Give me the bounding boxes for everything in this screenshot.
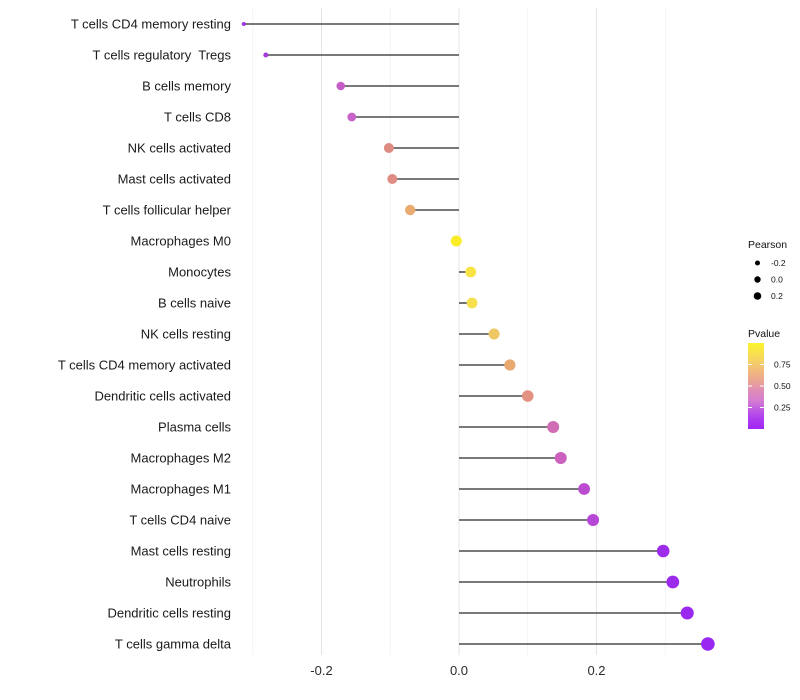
lollipop-point bbox=[336, 81, 346, 91]
y-axis-label: B cells naive bbox=[158, 296, 231, 311]
pearson-legend-dot bbox=[755, 260, 760, 266]
lollipop-point bbox=[521, 390, 534, 402]
pearson-legend-dot bbox=[754, 276, 761, 283]
pearson-legend-dot bbox=[753, 292, 762, 300]
lollipop-point bbox=[488, 328, 500, 340]
lollipop-point bbox=[547, 421, 560, 433]
pvalue-tick-label: 0.50 bbox=[774, 381, 791, 391]
lollipop-point bbox=[383, 143, 394, 153]
y-axis-label: T cells follicular helper bbox=[103, 203, 232, 218]
y-axis-label: NK cells activated bbox=[128, 141, 231, 156]
y-axis-label: T cells CD4 memory activated bbox=[58, 358, 231, 373]
x-axis-tick-label: -0.2 bbox=[310, 663, 332, 678]
lollipop-point bbox=[504, 359, 516, 371]
y-axis-label: T cells CD4 naive bbox=[129, 513, 231, 528]
y-axis-label: T cells gamma delta bbox=[115, 637, 232, 652]
lollipop-point bbox=[387, 174, 398, 184]
y-axis-label: T cells CD8 bbox=[164, 110, 231, 125]
pearson-legend-label: -0.2 bbox=[771, 258, 786, 268]
lollipop-point bbox=[404, 204, 416, 216]
y-axis-label: Mast cells activated bbox=[118, 172, 231, 187]
pvalue-tick-label: 0.75 bbox=[774, 360, 791, 370]
lollipop-point bbox=[465, 266, 477, 278]
lollipop-point bbox=[466, 297, 478, 309]
y-axis-label: T cells CD4 memory resting bbox=[71, 17, 231, 32]
lollipop-point bbox=[680, 606, 694, 620]
lollipop-point bbox=[666, 575, 680, 589]
lollipop-point bbox=[578, 483, 591, 495]
y-axis-label: NK cells resting bbox=[141, 327, 231, 342]
lollipop-point bbox=[587, 514, 600, 526]
y-axis-label: Plasma cells bbox=[158, 420, 231, 435]
y-axis-label: Macrophages M2 bbox=[131, 451, 231, 466]
y-axis-label: Dendritic cells activated bbox=[94, 389, 231, 404]
lollipop-point bbox=[241, 22, 246, 26]
y-axis-label: B cells memory bbox=[142, 79, 231, 94]
y-axis-label: Mast cells resting bbox=[131, 544, 231, 559]
pearson-legend-title: Pearson bbox=[748, 239, 787, 251]
y-axis-label: Macrophages M1 bbox=[131, 482, 231, 497]
pearson-legend-label: 0.2 bbox=[771, 291, 783, 301]
y-axis-label: Macrophages M0 bbox=[131, 234, 231, 249]
y-axis-label: Neutrophils bbox=[165, 575, 231, 590]
lollipop-point bbox=[450, 235, 462, 247]
lollipop-point bbox=[347, 112, 357, 122]
y-axis-label: Dendritic cells resting bbox=[107, 606, 231, 621]
lollipop-point bbox=[263, 52, 269, 58]
y-axis-label: T cells regulatory Tregs bbox=[93, 48, 232, 63]
lollipop-point bbox=[656, 544, 670, 558]
x-axis-tick-label: 0.0 bbox=[450, 663, 468, 678]
pvalue-legend-title: Pvalue bbox=[748, 328, 780, 340]
lollipop-point bbox=[701, 637, 715, 651]
lollipop-point bbox=[554, 452, 567, 464]
pearson-legend-label: 0.0 bbox=[771, 275, 783, 285]
y-axis-label: Monocytes bbox=[168, 265, 231, 280]
x-axis-tick-label: 0.2 bbox=[587, 663, 605, 678]
pvalue-tick-label: 0.25 bbox=[774, 403, 791, 413]
